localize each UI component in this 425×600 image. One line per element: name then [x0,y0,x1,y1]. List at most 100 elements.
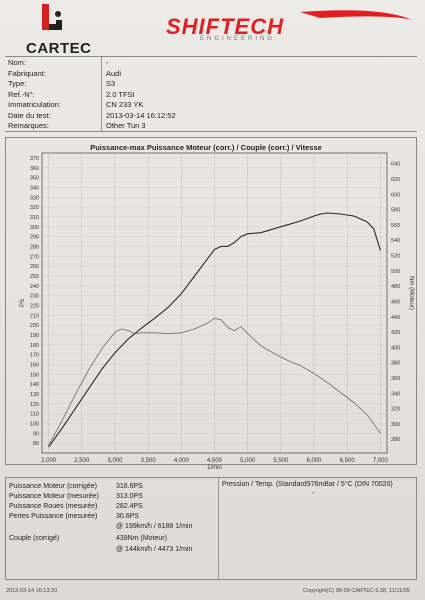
info-label: Nom: [8,58,26,67]
info-row: Immatriculation: CN 233 YK [5,100,417,111]
info-value: CN 233 YK [106,100,144,109]
x-tick-label: 4,000 [174,458,190,464]
y-left-tick-label: 280 [30,244,39,250]
info-label: Ref.-N°: [8,89,35,99]
info-row: Remarques: Other Tun 3 [5,121,417,132]
x-tick-label: 2,500 [74,458,90,464]
y-left-tick-label: 80 [33,441,39,447]
y-left-tick-label: 170 [30,353,39,359]
vehicle-info-table: Nom: - Fabriquant: Audi Type: S3 Ref.-N°… [5,56,417,132]
y-right-tick-label: 320 [391,407,400,413]
x-tick-label: 5,500 [273,458,289,464]
info-value: 2013-03-14 16:12:52 [106,110,176,120]
chart-frame [5,137,417,465]
results-divider [218,478,219,579]
torque-series-line [48,317,381,446]
shiftech-logo: SHIFTECH ENGINEERING [150,8,420,48]
y-right-tick-label: 620 [391,177,400,183]
pressure-temp-label: Pression / Temp. (Standard976mBar / 5°C … [222,481,393,488]
y-left-tick-label: 260 [30,264,39,270]
pressure-temp-value: - [312,490,315,497]
result-label: Puissance Moteur (mesurée) [9,493,99,500]
info-row: Type: S3 [5,79,417,90]
result-label: Puissance Moteur (corrigée) [9,483,97,490]
info-row: Fabriquant: Audi [5,69,417,80]
x-tick-label: 7,000 [373,458,389,464]
info-label: Fabriquant: [8,68,46,78]
y-right-tick-label: 400 [391,345,400,351]
y-left-tick-label: 270 [30,254,39,260]
y-left-tick-label: 160 [30,362,39,368]
power-series-line [48,212,381,448]
x-tick-label: 6,000 [307,458,323,464]
y-left-tick-label: 240 [30,284,39,290]
footer-copyright: Copyright(C) 98-09 CARTEC 6.38, 11/11/09 [303,588,410,594]
y-left-tick-label: 250 [30,274,39,280]
info-row: Nom: - [5,58,417,69]
y-left-tick-label: 210 [30,313,39,319]
y-left-tick-label: 320 [30,205,39,211]
y-right-tick-label: 560 [391,223,400,229]
x-tick-label: 2,000 [41,458,57,464]
shiftech-logo-text: SHIFTECH [166,14,284,39]
y-left-tick-label: 330 [30,195,39,201]
info-divider [101,57,102,131]
y-left-tick-label: 310 [30,215,39,221]
y-right-tick-label: 580 [391,208,400,214]
y-left-tick-label: 300 [30,225,39,231]
result-value: 316.6PS [116,483,143,490]
y-right-tick-label: 300 [391,422,400,428]
chart-title: Puissance-max Puissance Moteur (corr.) /… [90,143,322,152]
info-label: Type: [8,79,27,88]
y-right-tick-label: 340 [391,391,400,397]
y-left-tick-label: 130 [30,392,39,398]
result-value: @ 144km/h / 4473 1/min [116,546,193,553]
y-right-tick-label: 600 [391,192,400,198]
y-left-tick-label: 190 [30,333,39,339]
info-label: Remarques: [8,121,49,130]
y-left-tick-label: 370 [30,156,39,162]
shiftech-logo-subtext: ENGINEERING [200,36,276,42]
cartec-logo-text: CARTEC [26,40,92,57]
info-value: Other Tun 3 [106,121,146,130]
y-left-tick-label: 220 [30,303,39,309]
y-left-tick-label: 150 [30,372,39,378]
cartec-logo: CARTEC [12,4,92,58]
result-value: 313.0PS [116,493,143,500]
y-left-tick-label: 340 [30,185,39,191]
y-left-tick-label: 360 [30,166,39,172]
info-row: Ref.-N°: 2.0 TFSI [5,90,417,101]
y-left-tick-label: 120 [30,402,39,408]
y-right-axis-label: Nm (Moteur) [408,276,414,310]
result-label: Couple (corrigé) [9,535,60,542]
shiftech-swoosh [300,10,412,20]
y-right-tick-label: 520 [391,254,400,260]
x-tick-label: 6,500 [340,458,356,464]
y-right-tick-label: 500 [391,269,400,275]
y-left-tick-label: 200 [30,323,39,329]
y-left-tick-label: 90 [33,431,39,437]
y-left-tick-label: 140 [30,382,39,388]
x-tick-label: 4,500 [207,458,223,464]
y-right-tick-label: 540 [391,238,400,244]
results-panel [5,477,417,580]
info-value: 2.0 TFSI [106,89,135,99]
y-left-tick-label: 100 [30,421,39,427]
y-right-tick-label: 380 [391,361,400,367]
footer-timestamp: 2013-03-14 16:13:20 [6,588,58,594]
info-row: Date du test: 2013-03-14 16:12:52 [5,111,417,122]
x-tick-label: 3,000 [107,458,123,464]
result-value: 282.4PS [116,503,143,510]
y-right-tick-label: 360 [391,376,400,382]
info-value: S3 [106,79,116,88]
y-left-tick-label: 350 [30,176,39,182]
result-value: 30.6PS [116,513,139,520]
y-right-tick-label: 480 [391,284,400,290]
info-value: Audi [106,68,122,78]
y-left-tick-label: 180 [30,343,39,349]
x-tick-label: 5,000 [240,458,256,464]
result-label: Pertes Puissance (mesurée) [9,513,98,520]
y-right-tick-label: 440 [391,315,400,321]
